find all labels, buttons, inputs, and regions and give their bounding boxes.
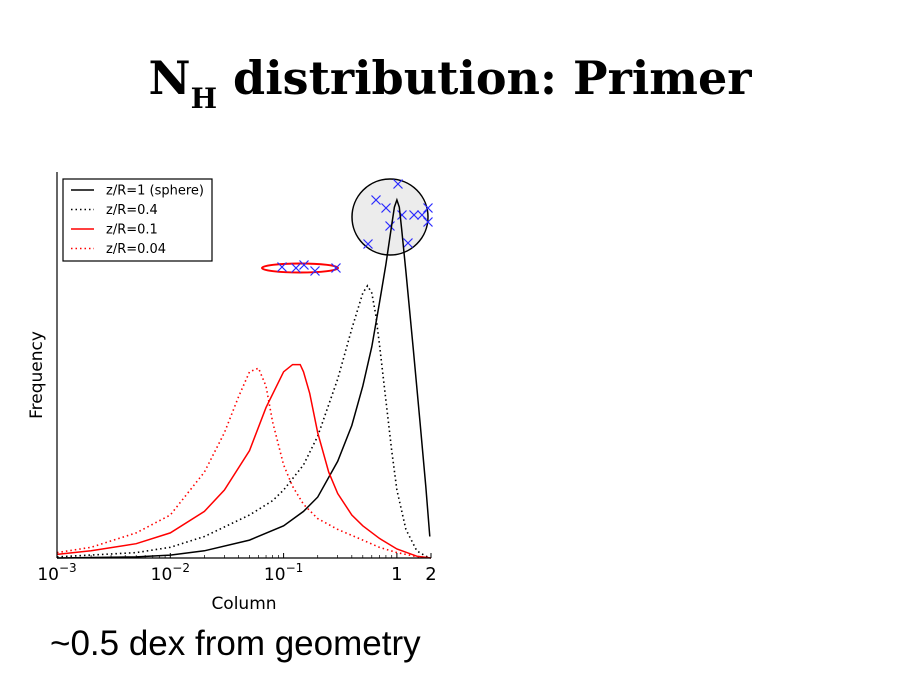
x-axis-label: Column (211, 594, 276, 614)
cross-marker (310, 266, 320, 276)
x-tick-label-1: 10−3 (37, 561, 76, 585)
cross-marker (403, 238, 413, 248)
legend-label-4: z/R=0.04 (106, 242, 166, 257)
legend-label-1: z/R=1 (sphere) (106, 184, 204, 199)
x-tick-label-3: 10−1 (264, 561, 303, 585)
cross-marker (331, 263, 341, 273)
x-tick-label-4: 1 (391, 564, 402, 585)
inset-illustrations (261, 178, 433, 276)
disk-illustration (261, 260, 341, 276)
cross-marker (277, 262, 287, 272)
title-subscript: H (190, 82, 218, 115)
legend: z/R=1 (sphere) z/R=0.4 z/R=0.1 z/R=0.04 (62, 178, 213, 262)
series-line-2 (56, 284, 432, 559)
cross-marker (299, 260, 309, 270)
title-main: N (148, 51, 191, 105)
sphere-illustration (351, 178, 433, 256)
cross-marker (417, 210, 427, 220)
series-line-4 (56, 367, 432, 559)
title-rest: distribution: Primer (217, 51, 752, 105)
slide-caption: ~0.5 dex from geometry (50, 624, 421, 663)
legend-label-2: z/R=0.4 (106, 203, 158, 218)
cross-marker (363, 239, 373, 249)
cross-marker (381, 203, 391, 213)
cross-marker (423, 217, 433, 227)
slide-title: NH distribution: Primer (0, 48, 900, 129)
cross-marker (291, 263, 301, 273)
x-tick-label-2: 10−2 (151, 561, 190, 585)
cross-marker (423, 203, 433, 213)
axes: 10−3 10−2 10−1 1 2 Column Frequency (27, 172, 437, 614)
cross-marker (371, 195, 381, 205)
series-curves (56, 197, 432, 559)
series-line-3 (56, 363, 432, 559)
x-tick-label-5: 2 (425, 564, 436, 585)
cross-marker (409, 210, 419, 220)
cross-marker (393, 179, 403, 189)
y-axis-label: Frequency (27, 331, 47, 419)
cross-marker (397, 210, 407, 220)
legend-box (62, 178, 213, 262)
cross-marker (385, 221, 395, 231)
series-line-1 (56, 197, 431, 559)
legend-label-3: z/R=0.1 (106, 223, 158, 238)
nh-distribution-chart: 10−3 10−2 10−1 1 2 Column Frequency z/R=1 (sph… (27, 172, 437, 614)
